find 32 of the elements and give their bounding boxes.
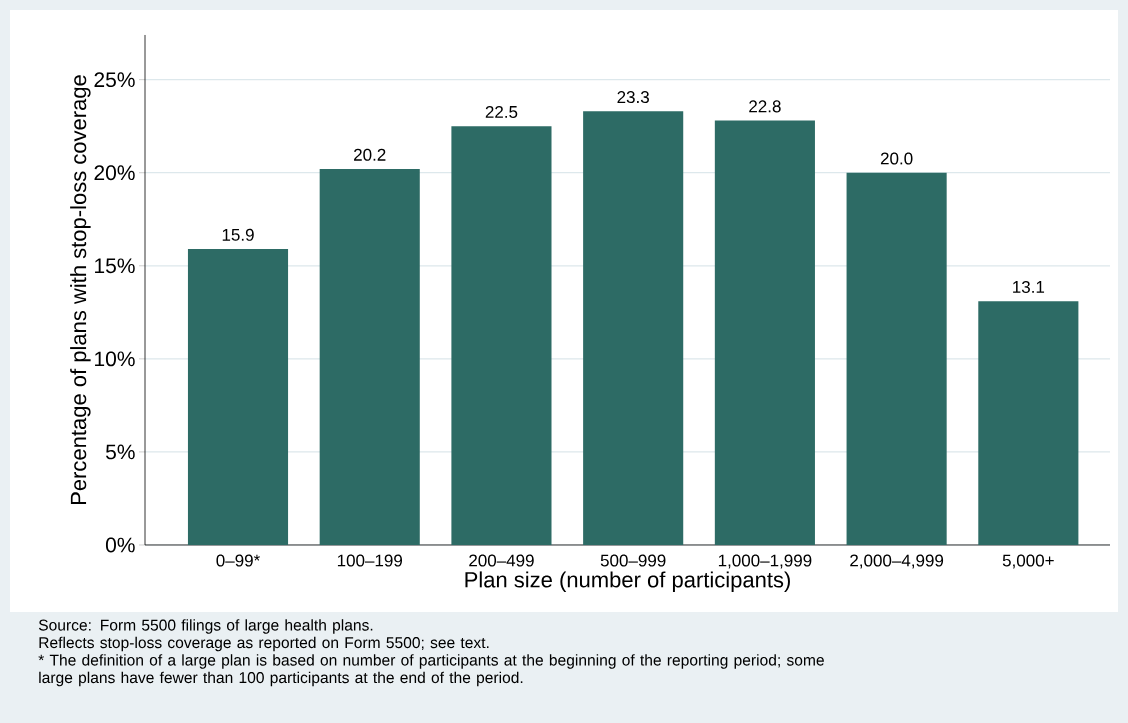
text: * The definition of a large plan is based on number of participants at the beginning of the reporting period; some large plans have fewer than 100 participants at the end of the period.	[38, 654, 824, 687]
y-tick-label: 0%	[105, 537, 135, 553]
y-tick-label: 5%	[105, 444, 135, 460]
bar	[187, 249, 289, 545]
data-label: 13.1	[1013, 280, 1045, 293]
bar	[846, 172, 947, 545]
bar	[583, 111, 684, 545]
data-label: 23.3	[617, 91, 649, 104]
data-label: 20.2	[354, 148, 386, 161]
x-tick-label: 100–199	[337, 554, 402, 567]
x-tick-label: 200–499	[469, 554, 534, 567]
x-tick-label: 5,000+	[1002, 554, 1054, 569]
source-note: Source: Form 5500 filings of large health plans.	[38, 619, 373, 634]
data-label: 22.5	[485, 105, 518, 118]
text: Reflects stop-loss coverage as reported on Form 5500; see text.	[39, 636, 489, 652]
x-tick-label: 2,000–4,999	[850, 554, 944, 569]
bar	[319, 169, 420, 545]
bar	[978, 301, 1079, 545]
y-tick-label: 20%	[94, 165, 135, 181]
data-label: 22.8	[749, 100, 781, 113]
y-axis-title: Percentage of plans with stop-loss coverage	[70, 75, 91, 505]
y-tick-label: 25%	[94, 72, 135, 88]
bar	[714, 120, 815, 545]
x-tick-label: 1,000–1,999	[718, 554, 812, 569]
data-label: 20.0	[880, 152, 913, 165]
x-tick-label: 0–99*	[216, 554, 260, 567]
y-tick-label: 15%	[95, 258, 135, 274]
x-axis-title: Plan size (number of participants)	[465, 571, 790, 592]
y-tick-label: 10%	[95, 351, 135, 367]
x-tick-label: 500–999	[600, 554, 666, 567]
data-label: 15.9	[222, 228, 254, 241]
bar	[451, 126, 552, 545]
